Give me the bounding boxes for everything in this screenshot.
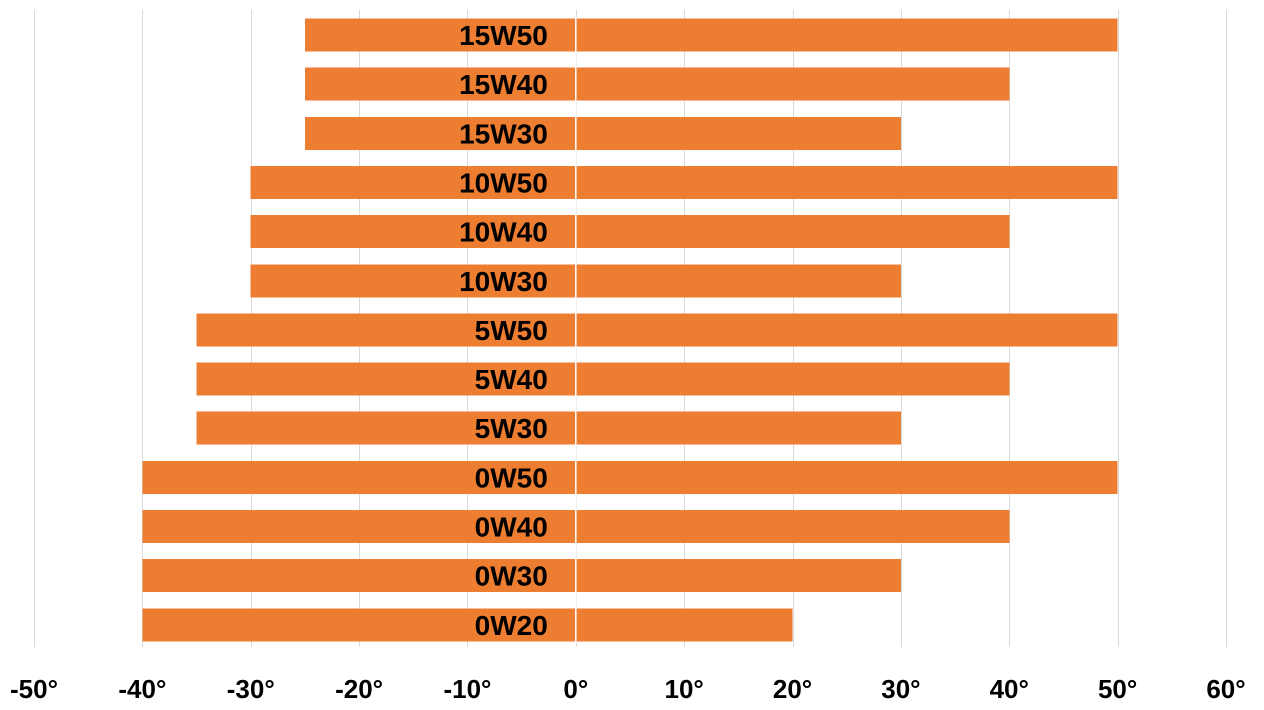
x-tick-label: 10° [665,674,704,704]
category-label: 10W50 [459,167,548,198]
bar-low-0w20 [142,608,576,642]
category-label: 5W50 [475,315,548,346]
category-label: 15W40 [459,69,548,100]
category-label: 5W40 [475,364,548,395]
bar-low-0w40 [142,510,576,543]
x-tick-label: 40° [990,674,1029,704]
bar-low-10w30 [250,264,576,298]
x-tick-label: 50° [1098,674,1137,704]
x-tick-label: 30° [881,674,920,704]
bar-high-10w40 [575,215,1010,249]
bar-low-10w40 [250,215,576,249]
bar-low-5w30 [196,411,576,445]
bar-high-0w30 [575,559,901,593]
x-tick-label: -10° [443,674,491,704]
x-tick-label: -50° [10,674,58,704]
x-tick-label: -30° [227,674,275,704]
category-labels: 15W50 15W40 15W30 10W50 10W40 10W30 5W50 5W40 5W… [459,20,548,641]
category-label: 0W20 [475,610,548,641]
category-label: 5W30 [475,413,548,444]
bar-low-15w40 [304,67,576,101]
x-tick-label: -40° [118,674,166,704]
category-label: 0W50 [475,462,548,493]
bar-high-5w40 [575,362,1010,396]
x-axis-tick-labels: -50° -40° -30° -20° -10° 0° 10° 20° 30° 40° 50° 60° [10,674,1246,704]
bar-low-15w50 [304,18,576,52]
bar-high-10w30 [575,264,901,298]
category-label: 10W40 [459,217,548,248]
x-tick-label: 0° [563,674,588,704]
bar-high-0w40 [575,510,1010,543]
bar-high-10w50 [575,165,1118,199]
category-label: 0W40 [475,512,548,543]
category-label: 10W30 [459,266,548,297]
x-tick-label: 20° [773,674,812,704]
bar-low-5w50 [196,313,576,347]
bar-low-5w40 [196,362,576,396]
bar-high-15w30 [575,116,901,150]
x-tick-label: -20° [335,674,383,704]
bar-low-10w50 [250,165,576,199]
bar-high-5w30 [575,411,901,445]
bar-high-0w20 [575,608,793,642]
bar-high-0w50 [575,460,1118,494]
category-label: 15W30 [459,118,548,149]
bar-low-0w30 [142,559,576,593]
bar-high-15w40 [575,67,1010,101]
category-label: 15W50 [459,20,548,51]
bar-high-15w50 [575,18,1118,52]
x-tick-label: 60° [1206,674,1245,704]
bars [142,18,1118,642]
category-label: 0W30 [475,561,548,592]
bar-low-15w30 [304,116,576,150]
bar-high-5w50 [575,313,1118,347]
bar-low-0w50 [142,460,576,494]
